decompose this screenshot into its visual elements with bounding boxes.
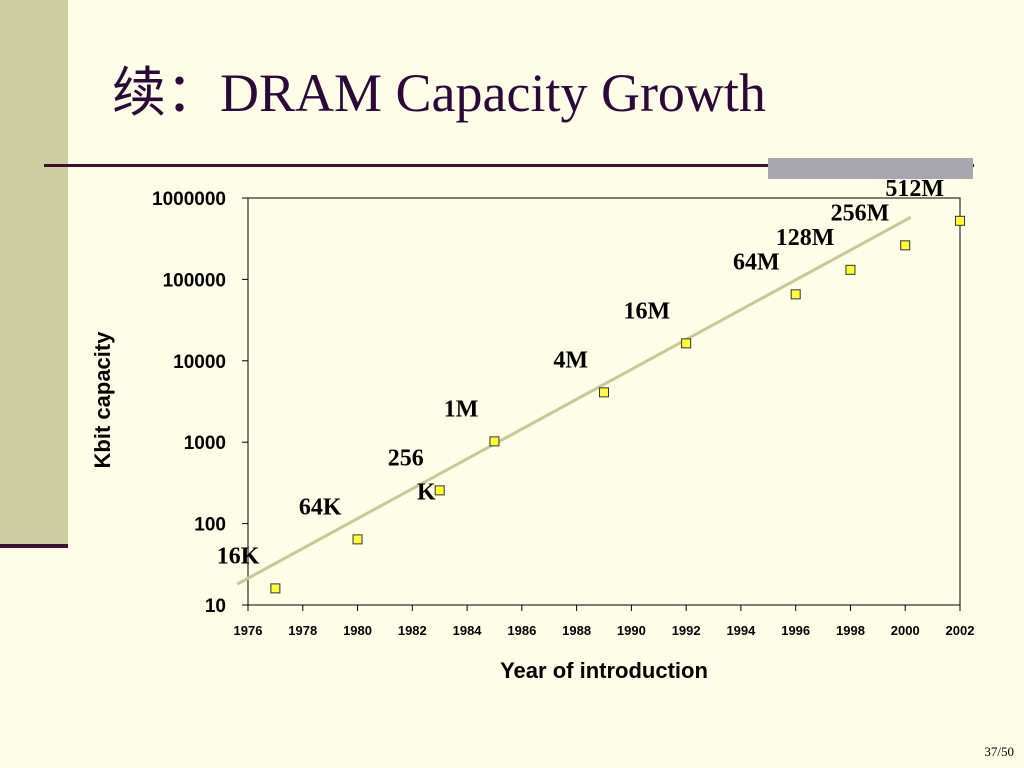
x-tick-label: 1992 [672, 623, 701, 638]
x-tick-label: 1980 [343, 623, 372, 638]
y-tick-label: 10 [205, 596, 226, 617]
x-tick-label: 1994 [726, 623, 756, 638]
data-point [489, 436, 500, 447]
y-tick-label: 10000 [173, 352, 226, 373]
data-point-label: 4M [553, 347, 588, 373]
trend-line [236, 215, 912, 586]
data-point [845, 264, 856, 275]
x-tick-label: 2000 [891, 623, 920, 638]
x-tick-label: 1988 [562, 623, 591, 638]
data-point [599, 387, 609, 398]
x-tick-label: 1978 [288, 623, 317, 638]
x-tick-label: 1996 [781, 623, 810, 638]
data-point-label: 64K [299, 494, 342, 520]
x-tick-label: 1986 [507, 623, 536, 638]
data-point [900, 240, 911, 251]
x-tick-label: 1982 [398, 623, 427, 638]
x-tick-label: 1990 [617, 623, 646, 638]
data-point-label: 128M [776, 225, 835, 251]
plot-frame [247, 197, 961, 606]
data-point [434, 485, 445, 496]
title-divider [44, 164, 974, 167]
y-tick-label: 100 [194, 515, 226, 536]
data-point-label: 1M [444, 396, 479, 422]
data-point-label: 16M [623, 298, 670, 324]
y-axis-title: Kbit capacity [90, 331, 115, 469]
data-point-label: 512M [885, 176, 944, 202]
data-point-label: 256 K [388, 445, 436, 505]
x-tick-label: 1976 [234, 623, 263, 638]
data-point-label: 16K [217, 543, 260, 569]
left-decor-rule [0, 544, 68, 548]
data-point [681, 338, 692, 349]
left-decor-bar [0, 0, 68, 545]
data-point [955, 215, 965, 226]
data-point [270, 583, 281, 594]
slide-title: 续：DRAM Capacity Growth [112, 63, 766, 123]
data-point [352, 534, 363, 545]
y-tick-label: 1000 [184, 433, 226, 454]
page-number: 37/50 [984, 744, 1014, 759]
x-tick-label: 1998 [836, 623, 865, 638]
y-tick-label: 1000000 [152, 189, 226, 210]
y-tick-label: 100000 [163, 270, 226, 291]
data-point-label: 256M [831, 200, 890, 226]
data-point-label: 64M [733, 249, 780, 275]
title-divider-accent [768, 158, 973, 179]
data-point [790, 289, 801, 300]
x-tick-label: 1984 [453, 623, 483, 638]
x-axis-title: Year of introduction [500, 658, 708, 683]
x-tick-label: 2002 [946, 623, 975, 638]
